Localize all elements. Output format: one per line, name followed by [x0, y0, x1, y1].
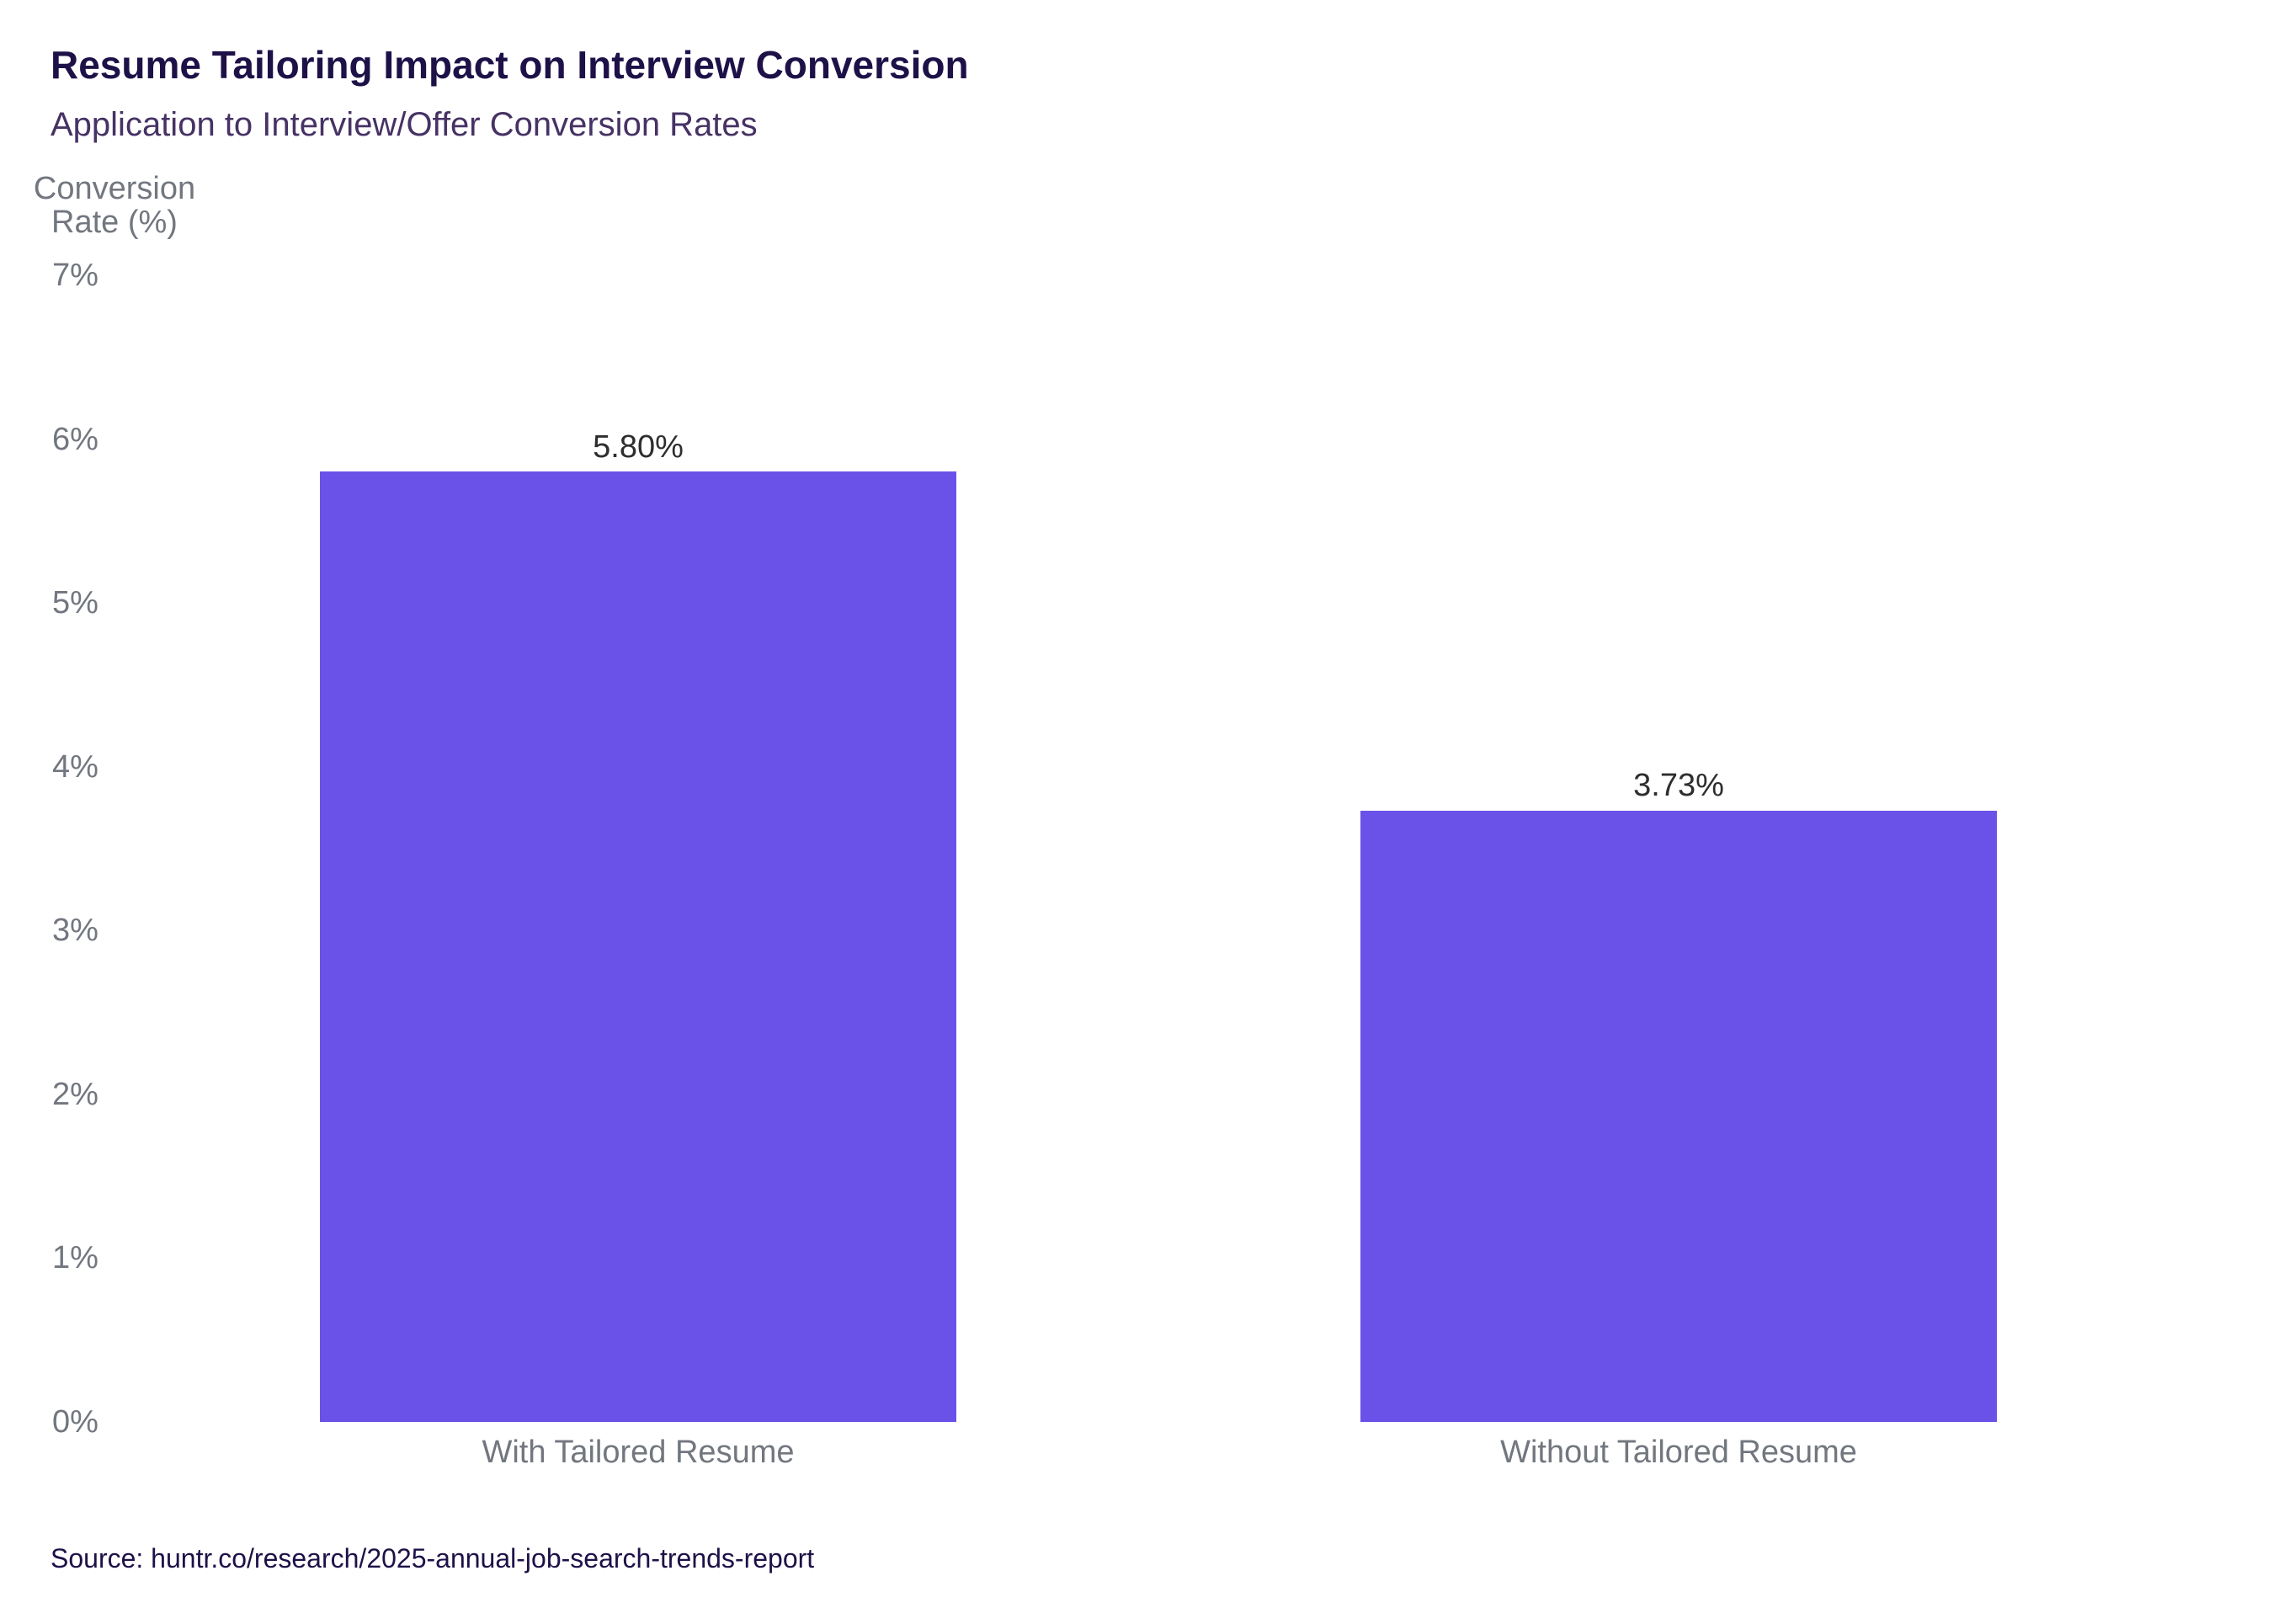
y-axis-title-line2: Rate (%) [51, 205, 178, 240]
chart-subtitle: Application to Interview/Offer Conversio… [51, 106, 758, 143]
y-tick-label: 0% [52, 1404, 98, 1440]
y-axis-title-line1: Conversion [33, 171, 196, 206]
y-axis-title: Conversion Rate (%) [30, 172, 199, 239]
bar-value-label: 3.73% [1633, 768, 1724, 804]
x-category-label: Without Tailored Resume [1500, 1435, 1857, 1470]
bar-2 [1360, 811, 1997, 1422]
y-tick-label: 2% [52, 1076, 98, 1112]
y-tick-label: 6% [52, 421, 98, 457]
source-note: Source: huntr.co/research/2025-annual-jo… [51, 1543, 815, 1573]
y-tick-label: 3% [52, 913, 98, 949]
chart-title: Resume Tailoring Impact on Interview Con… [51, 43, 969, 87]
bar-value-label: 5.80% [593, 429, 684, 465]
x-category-label: With Tailored Resume [482, 1435, 795, 1470]
bar-1 [320, 471, 956, 1422]
y-tick-label: 4% [52, 748, 98, 785]
y-tick-label: 7% [52, 258, 98, 293]
y-tick-label: 1% [52, 1240, 98, 1276]
y-tick-label: 5% [52, 585, 98, 621]
